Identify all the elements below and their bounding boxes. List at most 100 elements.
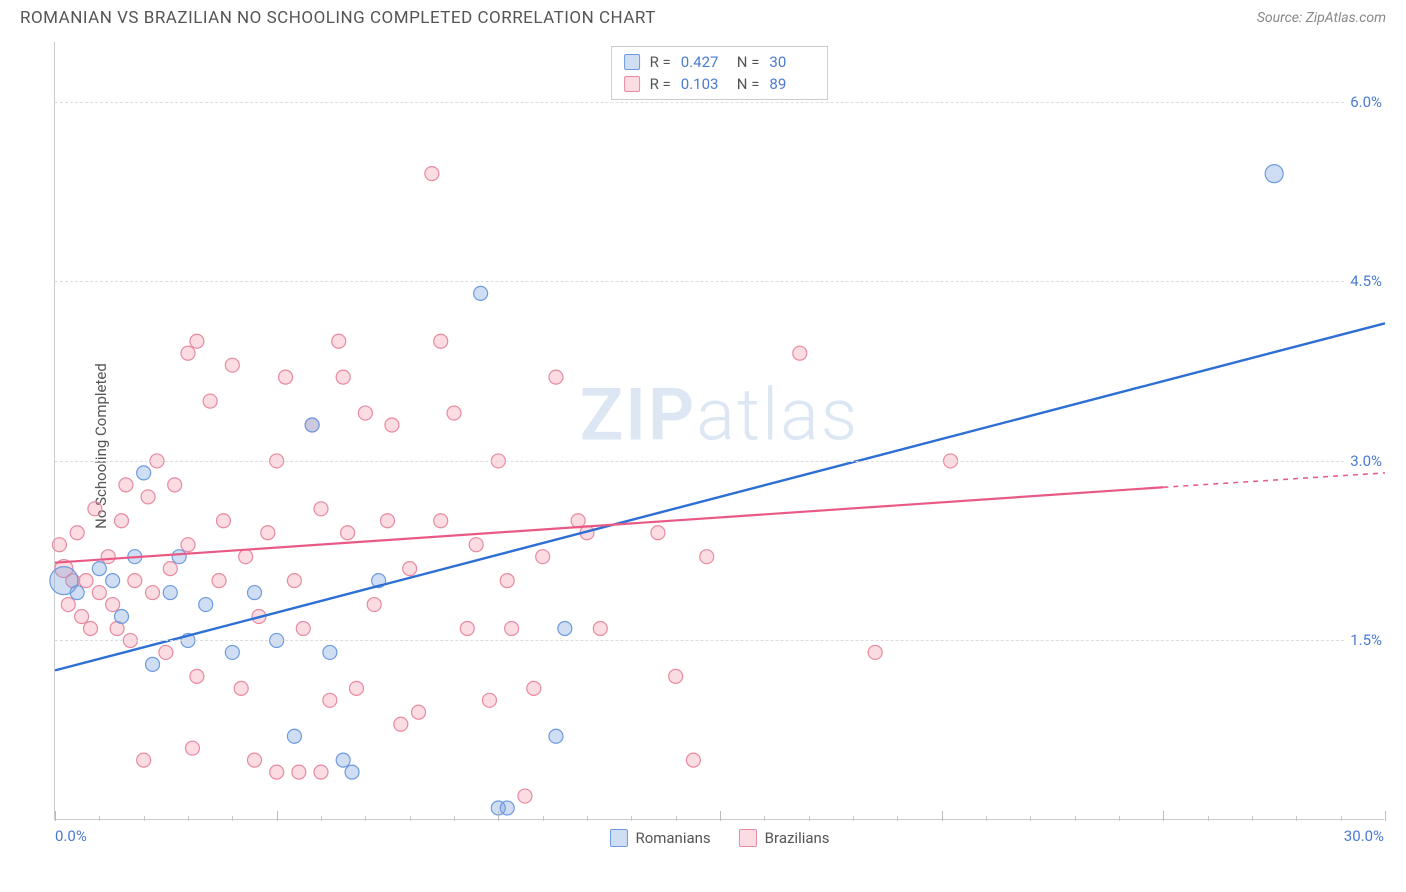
x-tick (410, 816, 411, 821)
r-value-brazilians: 0.103 (681, 75, 727, 93)
scatter-point (336, 370, 350, 384)
source-label: Source: ZipAtlas.com (1257, 10, 1386, 26)
x-tick (1030, 816, 1031, 821)
legend-item-brazilians: Brazilians (739, 829, 830, 847)
x-tick (232, 816, 233, 821)
scatter-point (482, 693, 496, 707)
x-tick (99, 816, 100, 821)
scatter-point (1265, 165, 1283, 183)
scatter-point (83, 621, 97, 635)
scatter-point (558, 621, 572, 635)
scatter-point (287, 729, 301, 743)
scatter-point (190, 669, 204, 683)
scatter-point (434, 514, 448, 528)
scatter-point (403, 562, 417, 576)
scatter-point (527, 681, 541, 695)
scatter-point (279, 370, 293, 384)
x-tick (1119, 816, 1120, 821)
scatter-point (336, 753, 350, 767)
scatter-point (137, 466, 151, 480)
scatter-point (474, 286, 488, 300)
scatter-point (385, 418, 399, 432)
legend-item-romanians: Romanians (609, 829, 710, 847)
scatter-point (234, 681, 248, 695)
scatter-point (181, 346, 195, 360)
scatter-point (296, 621, 310, 635)
trend-line-extrapolated (1163, 473, 1385, 487)
chart-title: ROMANIAN VS BRAZILIAN NO SCHOOLING COMPL… (20, 8, 656, 28)
scatter-point (536, 550, 550, 564)
scatter-point (92, 586, 106, 600)
x-tick (631, 816, 632, 821)
scatter-point (70, 586, 84, 600)
gridline (55, 461, 1384, 462)
scatter-point (146, 657, 160, 671)
y-tick-label: 1.5% (1346, 631, 1386, 649)
scatter-point (163, 562, 177, 576)
x-tick (587, 816, 588, 821)
scatter-point (199, 598, 213, 612)
scatter-point (868, 645, 882, 659)
scatter-point (270, 765, 284, 779)
scatter-point (181, 538, 195, 552)
x-tick (365, 816, 366, 821)
scatter-point (261, 526, 275, 540)
scatter-point (686, 753, 700, 767)
stats-legend: R = 0.427 N = 30 R = 0.103 N = 89 (611, 46, 829, 100)
x-tick (498, 811, 499, 821)
scatter-point (248, 586, 262, 600)
scatter-point (225, 358, 239, 372)
x-tick (942, 811, 943, 821)
scatter-point (323, 693, 337, 707)
n-value-romanians: 30 (769, 53, 815, 71)
scatter-point (128, 574, 142, 588)
x-tick (853, 816, 854, 821)
scatter-point (669, 669, 683, 683)
scatter-point (593, 621, 607, 635)
n-value-brazilians: 89 (769, 75, 815, 93)
gridline (55, 102, 1384, 103)
scatter-point (651, 526, 665, 540)
x-tick (144, 816, 145, 821)
scatter-point (212, 574, 226, 588)
scatter-point (323, 645, 337, 659)
x-tick (897, 816, 898, 821)
x-tick (1163, 811, 1164, 821)
y-tick-label: 3.0% (1346, 452, 1386, 470)
scatter-point (793, 346, 807, 360)
x-tick (1252, 816, 1253, 821)
legend-label-brazilians: Brazilians (765, 829, 830, 847)
scatter-point (700, 550, 714, 564)
scatter-point (500, 801, 514, 815)
chart-area: ZIPatlas 0.0% 30.0% Romanians Brazilians… (54, 42, 1384, 820)
scatter-point (137, 753, 151, 767)
x-tick (1385, 811, 1386, 821)
scatter-point (159, 645, 173, 659)
scatter-point (88, 502, 102, 516)
stats-row-brazilians: R = 0.103 N = 89 (624, 73, 816, 95)
scatter-point (115, 610, 129, 624)
scatter-point (305, 418, 319, 432)
scatter-point (341, 526, 355, 540)
scatter-point (549, 370, 563, 384)
swatch-romanians (609, 829, 627, 847)
scatter-point (349, 681, 363, 695)
legend-bottom: Romanians Brazilians (609, 829, 829, 847)
x-tick (454, 816, 455, 821)
y-tick-label: 4.5% (1346, 272, 1386, 290)
scatter-point (248, 753, 262, 767)
scatter-point (106, 598, 120, 612)
scatter-point (172, 550, 186, 564)
trend-line (55, 323, 1385, 670)
x-tick (1296, 816, 1297, 821)
scatter-point (287, 574, 301, 588)
scatter-point (163, 586, 177, 600)
scatter-point (168, 478, 182, 492)
swatch-stats-romanians (624, 54, 640, 70)
x-tick (543, 816, 544, 821)
x-tick (1075, 816, 1076, 821)
scatter-point (216, 514, 230, 528)
x-tick (764, 816, 765, 821)
scatter-point (203, 394, 217, 408)
scatter-point (358, 406, 372, 420)
